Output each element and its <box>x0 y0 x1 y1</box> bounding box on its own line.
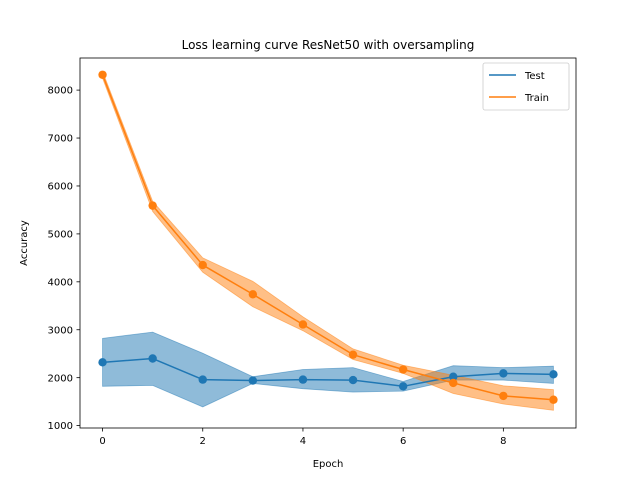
confidence-bands <box>102 71 554 411</box>
train-data-point <box>398 365 408 374</box>
legend-label-test: Test <box>524 71 545 82</box>
y-tick-label: 1000 <box>48 421 73 432</box>
legend-label-train: Train <box>524 93 549 104</box>
train-line <box>101 74 554 401</box>
y-tick-label: 4000 <box>48 277 73 288</box>
series-points <box>98 70 558 404</box>
train-data-point <box>148 201 157 210</box>
x-axis-ticks: 0 2 4 6 8 <box>99 428 507 447</box>
test-std-band <box>102 331 554 408</box>
y-tick-label: 7000 <box>48 134 73 145</box>
y-tick-label: 3000 <box>48 325 73 336</box>
test-data-point <box>148 354 157 363</box>
y-tick-label: 6000 <box>48 182 73 193</box>
chart-title: Loss learning curve ResNet50 with oversa… <box>182 38 475 52</box>
train-data-point <box>499 391 508 401</box>
test-data-point <box>198 375 207 384</box>
series-lines <box>101 74 554 401</box>
train-data-point <box>449 378 458 388</box>
train-data-point <box>98 70 107 79</box>
y-axis-ticks: 1000 2000 3000 4000 5000 6000 7000 8000 <box>48 86 80 432</box>
legend: Test Train <box>482 62 570 111</box>
y-tick-label: 2000 <box>48 373 73 384</box>
x-axis-label: Epoch <box>313 459 344 470</box>
train-std-band <box>102 71 554 411</box>
plot-frame <box>79 57 577 429</box>
train-data-point <box>298 320 308 329</box>
y-axis-label: Accuracy <box>19 220 30 266</box>
train-data-point <box>348 350 358 359</box>
x-tick-label: 2 <box>200 436 206 447</box>
x-tick-label: 8 <box>500 436 506 447</box>
train-data-point <box>549 395 558 404</box>
train-data-point <box>198 260 207 270</box>
test-data-point <box>449 372 458 381</box>
test-data-point <box>98 358 107 367</box>
train-data-point <box>248 290 258 299</box>
test-data-point <box>398 382 408 391</box>
y-tick-label: 8000 <box>48 86 73 97</box>
test-data-point <box>348 375 358 385</box>
test-data-point <box>298 375 308 384</box>
test-data-point <box>248 376 258 385</box>
test-line <box>102 357 554 388</box>
y-tick-label: 5000 <box>48 229 73 240</box>
x-tick-label: 4 <box>300 436 306 447</box>
test-data-point <box>499 369 508 378</box>
x-tick-label: 0 <box>99 436 105 447</box>
test-data-point <box>549 370 558 379</box>
x-tick-label: 6 <box>400 436 406 447</box>
